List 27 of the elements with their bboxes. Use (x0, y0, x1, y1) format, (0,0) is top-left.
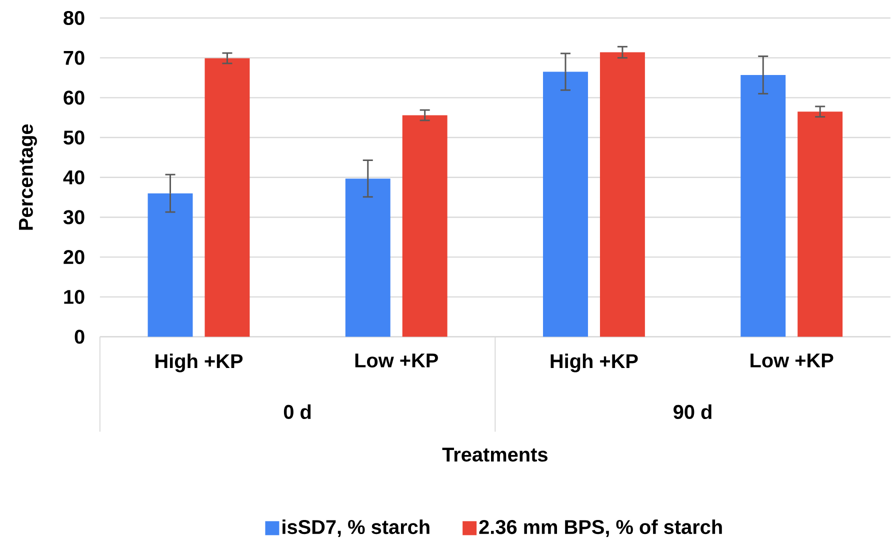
bar (345, 178, 390, 337)
legend-label: isSD7, % starch (282, 520, 430, 538)
bar (148, 193, 193, 337)
y-tick-label: 10 (64, 290, 84, 304)
y-tick-label: 70 (64, 50, 84, 65)
legend-label: 2.36 mm BPS, % of starch (479, 520, 722, 538)
x-tick-label: High +KP (156, 354, 243, 372)
bar (600, 52, 645, 337)
y-tick-label: 20 (64, 250, 84, 264)
text: 0 d (284, 404, 311, 420)
y-tick-label: 60 (64, 90, 84, 105)
y-tick-label: 0 (74, 330, 84, 344)
bar (543, 72, 588, 337)
bar (204, 58, 250, 337)
bar (740, 75, 786, 337)
x-axis-title: Treatments (442, 448, 548, 462)
x-tick-label: High +KP (550, 354, 638, 372)
y-tick-label: 80 (64, 11, 84, 26)
x-tick-label: Low +KP (355, 354, 438, 368)
bar (402, 115, 448, 337)
bar (798, 112, 843, 337)
x-tick-label: Low +KP (750, 354, 834, 368)
y-axis-title: Percentage (19, 124, 37, 230)
text: 90 d (674, 404, 712, 420)
y-tick-label: 30 (63, 210, 84, 224)
y-tick-label: 40 (63, 170, 84, 184)
y-tick-label: 50 (64, 130, 84, 145)
